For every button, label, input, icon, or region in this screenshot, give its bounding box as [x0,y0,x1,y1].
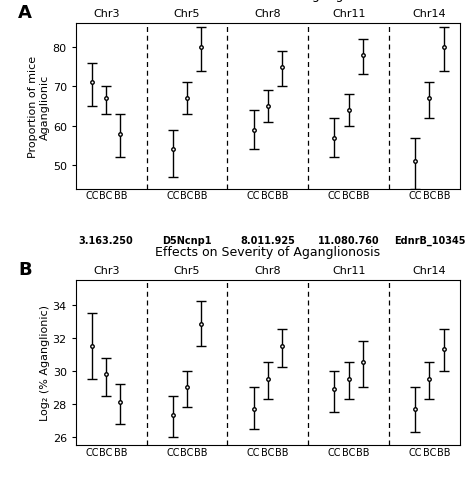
Text: Chr5: Chr5 [174,9,200,19]
Y-axis label: Log₂ (% Aganglionic): Log₂ (% Aganglionic) [40,305,50,421]
Text: 11.080.760: 11.080.760 [318,236,380,245]
Text: 3.163.250: 3.163.250 [79,236,134,245]
Text: B: B [18,260,32,278]
Text: D5Ncnp1: D5Ncnp1 [162,236,212,245]
Text: Chr11: Chr11 [332,265,365,275]
Text: Chr14: Chr14 [413,265,447,275]
Text: Chr3: Chr3 [93,9,119,19]
Title: Effects on Severity of Aganglionosis: Effects on Severity of Aganglionosis [155,245,380,258]
Y-axis label: Proportion of mice
Aganglionic: Proportion of mice Aganglionic [28,56,50,158]
Text: Chr14: Chr14 [413,9,447,19]
Text: A: A [18,4,32,22]
Text: Chr11: Chr11 [332,9,365,19]
Text: 8.011.925: 8.011.925 [240,236,295,245]
Text: Chr8: Chr8 [255,265,281,275]
Title: Effects on Penetrance of Aganglionosis: Effects on Penetrance of Aganglionosis [146,0,390,2]
Text: Chr3: Chr3 [93,265,119,275]
Text: Chr5: Chr5 [174,265,200,275]
Text: Chr8: Chr8 [255,9,281,19]
Text: EdnrB_10345: EdnrB_10345 [394,236,465,246]
